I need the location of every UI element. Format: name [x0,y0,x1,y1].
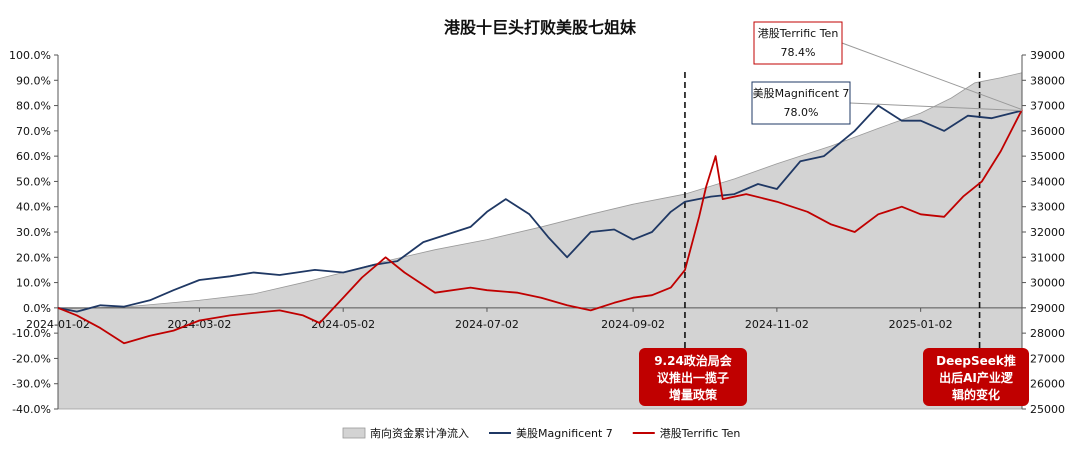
y-tick-label-right: 30000 [1030,277,1065,290]
event-box [639,348,747,406]
y-tick-label-left: 20.0% [16,251,51,264]
x-tick-label: 2024-07-02 [455,318,519,331]
legend-label: 港股Terrific Ten [660,427,741,440]
y-tick-label-right: 25000 [1030,403,1065,416]
callout-box [753,21,843,65]
callout-label: 美股Magnificent 7 [753,87,850,100]
y-tick-label-left: 30.0% [16,226,51,239]
y-tick-label-left: -30.0% [12,378,51,391]
legend-swatch-area [342,427,366,439]
series-line-magnificent-7 [57,104,1023,313]
legend-label: 南向资金累计净流入 [370,426,469,440]
axes-layer: 100.0% 90.0% 80.0% 70.0% 60.0% 50.0% 40.0% 30.0… [9,49,1065,416]
y-tick-label-left: 90.0% [16,74,51,87]
y-tick-label-left: 50.0% [16,175,51,188]
callout-box [751,81,851,125]
y-tick-label-left: 0.0% [23,302,51,315]
y-tick-label-right: 27000 [1030,352,1065,365]
y-tick-label-right: 35000 [1030,150,1065,163]
marker-layer [684,72,981,348]
area-layer [57,72,1023,410]
y-tick-label-right: 28000 [1030,327,1065,340]
line-layer [57,104,1023,345]
y-tick-label-left: -10.0% [12,327,51,340]
y-tick-label-left: -40.0% [12,403,51,416]
legend-label: 美股Magnificent 7 [516,427,613,440]
y-tick-label-left: 100.0% [9,49,51,62]
event-box-line: DeepSeek推 [936,353,1016,368]
y-tick-label-left: 80.0% [16,100,51,113]
callout-value: 78.4% [781,46,816,59]
legend: 南向资金累计净流入 美股Magnificent 7 港股Terrific Ten [342,426,741,440]
x-tick-label: 2024-09-02 [601,318,665,331]
callout-layer: 港股Terrific Ten 78.4% 美股Magnificent 7 78.0% [751,21,1023,125]
event-box [923,348,1029,406]
y-tick-label-right: 33000 [1030,201,1065,214]
event-box-line: 增量政策 [669,387,718,402]
chart-title: 港股十巨头打败美股七姐妹 [444,18,637,37]
y-tick-label-right: 37000 [1030,100,1065,113]
event-box-line: 辑的变化 [952,387,1000,402]
event-box-line: 9.24政治局会 [654,353,733,368]
x-tick-label: 2024-11-02 [745,318,809,331]
y-tick-label-right: 34000 [1030,175,1065,188]
y-tick-label-right: 29000 [1030,302,1065,315]
y-tick-label-right: 39000 [1030,49,1065,62]
y-tick-label-left: -20.0% [12,352,51,365]
y-tick-label-right: 31000 [1030,251,1065,264]
y-tick-label-left: 40.0% [16,201,51,214]
y-tick-label-right: 26000 [1030,378,1065,391]
y-tick-label-right: 32000 [1030,226,1065,239]
y-tick-label-right: 38000 [1030,74,1065,87]
callout-value: 78.0% [784,106,819,119]
series-area-southbound [57,72,1023,410]
callout-leader [841,42,1023,111]
y-tick-label-right: 36000 [1030,125,1065,138]
y-tick-label-left: 70.0% [16,125,51,138]
event-box-line: 出后AI产业逻 [939,370,1014,385]
x-tick-label: 2024-05-02 [311,318,375,331]
callout-leader [849,102,1023,112]
y-tick-label-left: 10.0% [16,277,51,290]
event-box-line: 议推出一揽子 [657,370,729,385]
series-line-terrific-ten [57,109,1023,345]
y-tick-label-left: 60.0% [16,150,51,163]
x-tick-label: 2024-01-02 [26,318,90,331]
x-tick-label: 2025-01-02 [889,318,953,331]
callout-label: 港股Terrific Ten [758,27,839,40]
